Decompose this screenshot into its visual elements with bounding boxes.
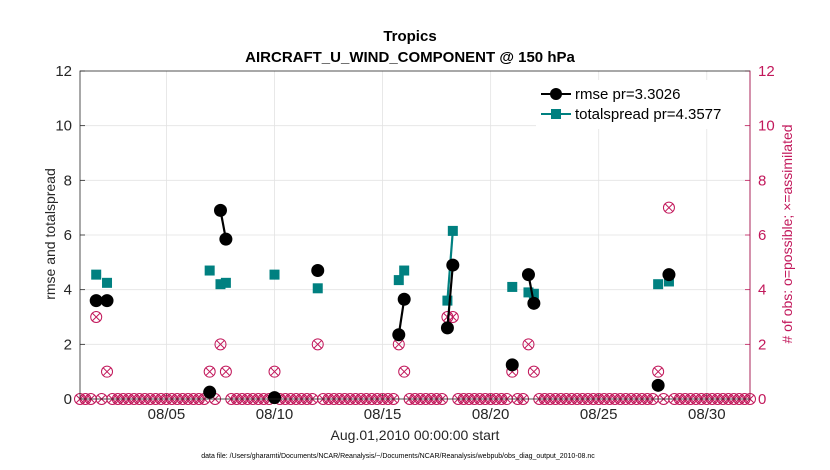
totalspread-point (393, 275, 404, 286)
obs-possible-marker (527, 365, 540, 378)
legend-box (536, 80, 744, 129)
obs-count-layer (74, 201, 756, 405)
totalspread-point (312, 283, 323, 294)
obs-assimilated-marker (394, 340, 404, 349)
y-right-tick-label: 2 (758, 336, 766, 353)
rmse-point (505, 358, 519, 372)
totalspread-point (523, 287, 534, 298)
obs-assimilated-marker (102, 367, 112, 376)
legend-rmse-marker (550, 88, 562, 100)
y-tick-labels: 0 2 4 6 8 10 12 (55, 63, 72, 408)
x-tick-label: 08/15 (364, 406, 402, 423)
obs-possible-marker (522, 338, 535, 351)
obs-assimilated-marker (270, 367, 279, 376)
y-tick-label: 0 (64, 391, 72, 408)
totalspread-point (653, 279, 664, 290)
y-right-axis-label: # of obs: o=possible; ×=assimilated (779, 124, 795, 343)
rmse-point (100, 294, 114, 308)
rmse-point (392, 328, 406, 342)
obs-possible-marker (268, 365, 281, 378)
x-tick-label: 08/10 (256, 406, 294, 423)
obs-assimilated-marker (524, 340, 533, 349)
rmse-line (446, 264, 454, 329)
y-right-tick-label: 4 (758, 282, 766, 299)
obs-possible-marker (311, 338, 324, 351)
y-tick-label: 8 (64, 172, 72, 189)
obs-assimilated-marker (205, 367, 214, 376)
rmse-point (203, 385, 217, 399)
obs-possible-marker (214, 338, 227, 351)
rmse-point (397, 292, 411, 306)
y-right-tick-label: 8 (758, 172, 766, 189)
y-tick-label: 2 (64, 336, 72, 353)
y-axis-label: rmse and totalspread (42, 168, 58, 300)
x-tick-label: 08/05 (148, 406, 186, 423)
y-right-tick-label: 10 (758, 118, 775, 135)
y-tick-label: 6 (64, 227, 72, 244)
rmse-point (89, 294, 103, 308)
obs-possible-marker (652, 365, 665, 378)
series-layer (89, 203, 676, 405)
y-tick-label: 10 (55, 118, 72, 135)
rmse-point (662, 268, 676, 282)
y-right-tick-labels: 0 2 4 6 8 10 12 (758, 63, 775, 408)
rmse-point (521, 268, 535, 282)
obs-assimilated-marker (221, 367, 231, 376)
totalspread-point (442, 295, 453, 306)
obs-possible-marker (219, 365, 232, 378)
totalspread-point (220, 277, 231, 288)
totalspread-point (447, 225, 458, 236)
x-tick-label: 08/25 (580, 406, 618, 423)
x-axis-label: Aug.01,2010 00:00:00 start (331, 427, 500, 443)
chart-subtitle: AIRCRAFT_U_WIND_COMPONENT @ 150 hPa (245, 49, 575, 66)
legend: rmse pr=3.3026 totalspread pr=4.3577 (536, 80, 744, 129)
obs-possible-marker (398, 365, 411, 378)
legend-rmse-label: rmse pr=3.3026 (575, 86, 680, 103)
obs-assimilated-marker (448, 312, 458, 322)
rmse-point (268, 391, 282, 405)
y-tick-label: 12 (55, 63, 72, 80)
obs-possible-marker (662, 201, 675, 214)
totalspread-point (528, 288, 539, 299)
totalspread-point (663, 276, 674, 287)
rmse-point (311, 264, 325, 278)
rmse-point (651, 378, 665, 392)
legend-totalspread-label: totalspread pr=4.3577 (575, 106, 721, 123)
totalspread-point (204, 265, 215, 276)
chart-title: Tropics (383, 28, 436, 45)
y-right-tick-label: 0 (758, 391, 766, 408)
totalspread-point (215, 279, 226, 290)
obs-assimilated-marker (664, 203, 674, 212)
obs-assimilated-marker (216, 340, 225, 349)
totalspread-point (102, 277, 113, 288)
obs-possible-marker (203, 365, 216, 378)
obs-possible-marker (90, 311, 103, 323)
rmse-point (213, 203, 227, 217)
totalspread-point (399, 265, 410, 276)
rmse-point (440, 321, 454, 335)
obs-assimilated-marker (653, 367, 663, 376)
x-tick-label: 08/30 (688, 406, 726, 423)
totalspread-point (507, 281, 518, 292)
x-tick-label: 08/20 (472, 406, 510, 423)
y-right-tick-label: 6 (758, 227, 766, 244)
totalspread-point (91, 269, 102, 280)
obs-assimilated-marker (91, 312, 101, 322)
obs-assimilated-marker (399, 367, 409, 376)
rmse-point (527, 296, 541, 310)
obs-assimilated-marker (529, 367, 539, 376)
data-file-footnote: data file: /Users/gharamti/Documents/NCA… (201, 453, 595, 460)
rmse-point (219, 232, 233, 246)
y-tick-label: 4 (64, 282, 72, 299)
rmse-point (446, 258, 460, 272)
totalspread-point (269, 269, 280, 280)
x-tick-labels: 08/05 08/10 08/15 08/20 08/25 08/30 (148, 406, 726, 423)
legend-totalspread-marker (551, 109, 561, 119)
obs-possible-marker (101, 365, 114, 378)
y-right-tick-label: 12 (758, 63, 775, 80)
obs-assimilated-marker (313, 340, 322, 349)
